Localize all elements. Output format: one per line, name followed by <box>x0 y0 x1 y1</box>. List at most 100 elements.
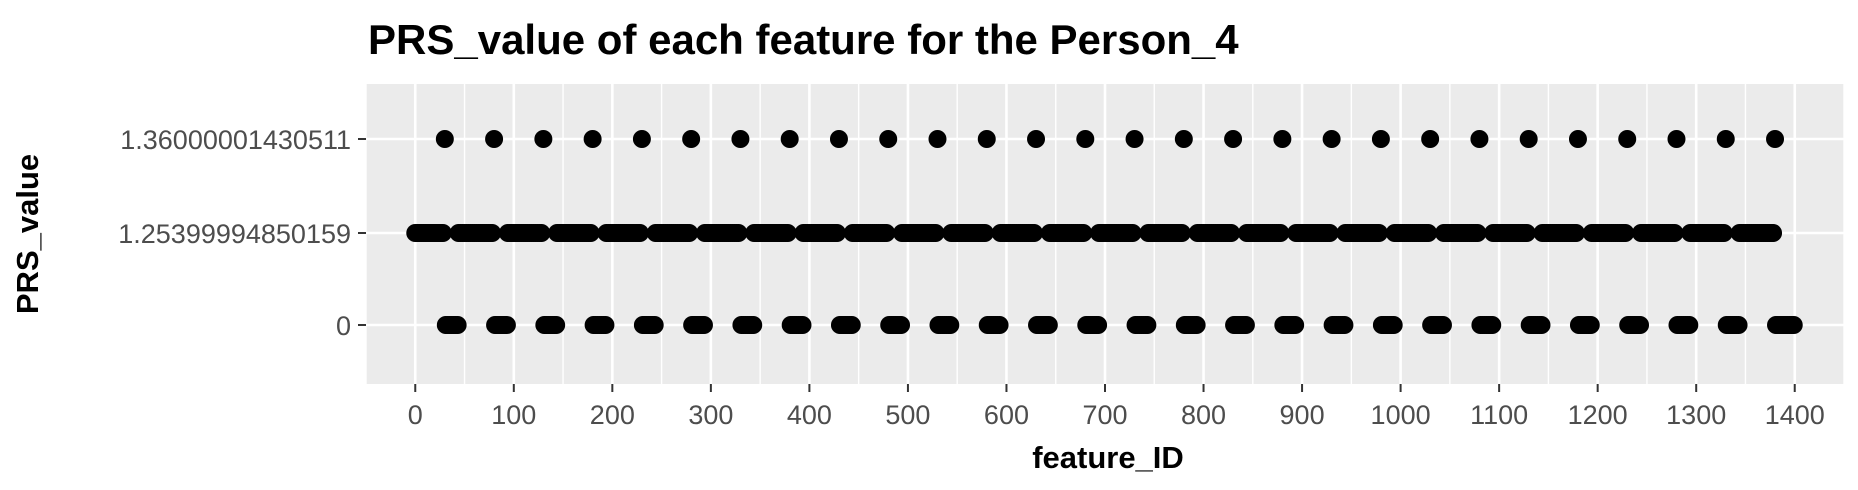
data-point <box>645 316 664 334</box>
data-point <box>1519 130 1538 148</box>
y-axis: 0 1.25399994850159 1.36000001430511 <box>118 125 366 341</box>
data-point <box>1273 130 1292 148</box>
data-point <box>583 130 602 148</box>
data-point <box>1714 224 1733 242</box>
x-tick-label: 1000 <box>1371 400 1431 430</box>
data-point <box>1421 130 1440 148</box>
data-point <box>1027 130 1046 148</box>
data-point <box>941 316 960 334</box>
data-point <box>1470 130 1489 148</box>
data-point <box>731 130 750 148</box>
data-point <box>1074 224 1093 242</box>
data-point <box>448 316 467 334</box>
data-point <box>632 130 651 148</box>
data-point <box>977 130 996 148</box>
x-tick-label: 500 <box>885 400 930 430</box>
data-point <box>1224 130 1243 148</box>
data-point <box>547 316 566 334</box>
data-point <box>1322 130 1341 148</box>
data-point <box>1631 316 1650 334</box>
y-axis-title: PRS_value <box>10 154 45 314</box>
data-point <box>1123 224 1142 242</box>
y-tick-label: 0 <box>336 311 351 341</box>
data-point <box>581 224 600 242</box>
data-point <box>596 316 615 334</box>
x-tick-label: 700 <box>1082 400 1127 430</box>
data-point <box>1172 224 1191 242</box>
data-point <box>744 316 763 334</box>
x-tick-label: 900 <box>1280 400 1325 430</box>
x-tick-label: 1400 <box>1765 400 1825 430</box>
data-point <box>1138 316 1157 334</box>
x-tick-label: 1200 <box>1568 400 1628 430</box>
x-tick-label: 600 <box>984 400 1029 430</box>
data-point <box>990 316 1009 334</box>
y-tick-label: 1.25399994850159 <box>118 219 351 249</box>
data-point <box>1729 316 1748 334</box>
x-tick-label: 0 <box>408 400 423 430</box>
data-point <box>534 130 553 148</box>
data-point <box>975 224 994 242</box>
x-tick-label: 200 <box>590 400 635 430</box>
data-point <box>1784 316 1803 334</box>
data-point <box>1320 224 1339 242</box>
data-point <box>729 224 748 242</box>
data-point <box>780 130 799 148</box>
data-point <box>630 224 649 242</box>
data-point <box>435 130 454 148</box>
x-tick-label: 1100 <box>1470 400 1528 430</box>
chart-title: PRS_value of each feature for the Person… <box>368 16 1239 63</box>
data-point <box>1764 224 1783 242</box>
x-tick-label: 1300 <box>1666 400 1726 430</box>
data-point <box>793 316 812 334</box>
data-point <box>1371 130 1390 148</box>
data-point <box>1419 224 1438 242</box>
data-point <box>1039 316 1058 334</box>
data-point <box>1665 224 1684 242</box>
data-point <box>532 224 551 242</box>
data-point <box>1187 316 1206 334</box>
data-point <box>1089 316 1108 334</box>
data-point <box>1286 316 1305 334</box>
data-point <box>682 130 701 148</box>
data-point <box>1532 316 1551 334</box>
data-point <box>1174 130 1193 148</box>
x-tick-label: 300 <box>688 400 733 430</box>
data-point <box>827 224 846 242</box>
data-point <box>926 224 945 242</box>
x-axis: 0 100 200 300 400 500 600 700 800 900 1000 1100 1200… <box>408 384 1825 430</box>
data-point <box>1766 130 1785 148</box>
data-point <box>1468 224 1487 242</box>
data-point <box>1517 224 1536 242</box>
data-point <box>1236 316 1255 334</box>
data-point <box>1568 130 1587 148</box>
x-tick-label: 400 <box>787 400 832 430</box>
data-point <box>1616 224 1635 242</box>
y-tick-label: 1.36000001430511 <box>120 125 351 155</box>
data-point <box>1716 130 1735 148</box>
data-point <box>1076 130 1095 148</box>
data-point <box>1271 224 1290 242</box>
x-tick-label: 800 <box>1181 400 1226 430</box>
data-point <box>1369 224 1388 242</box>
data-point <box>877 224 896 242</box>
data-point <box>1125 130 1144 148</box>
data-point <box>483 224 502 242</box>
data-point <box>778 224 797 242</box>
data-point <box>1618 130 1637 148</box>
data-point <box>892 316 911 334</box>
data-point <box>829 130 848 148</box>
data-point <box>1483 316 1502 334</box>
data-points <box>406 130 1803 334</box>
data-point <box>497 316 516 334</box>
data-point <box>879 130 898 148</box>
data-point <box>1581 316 1600 334</box>
x-tick-label: 100 <box>491 400 536 430</box>
x-axis-title: feature_ID <box>1032 440 1184 475</box>
data-point <box>694 316 713 334</box>
data-point <box>1222 224 1241 242</box>
data-point <box>1667 130 1686 148</box>
data-point <box>433 224 452 242</box>
data-point <box>1025 224 1044 242</box>
